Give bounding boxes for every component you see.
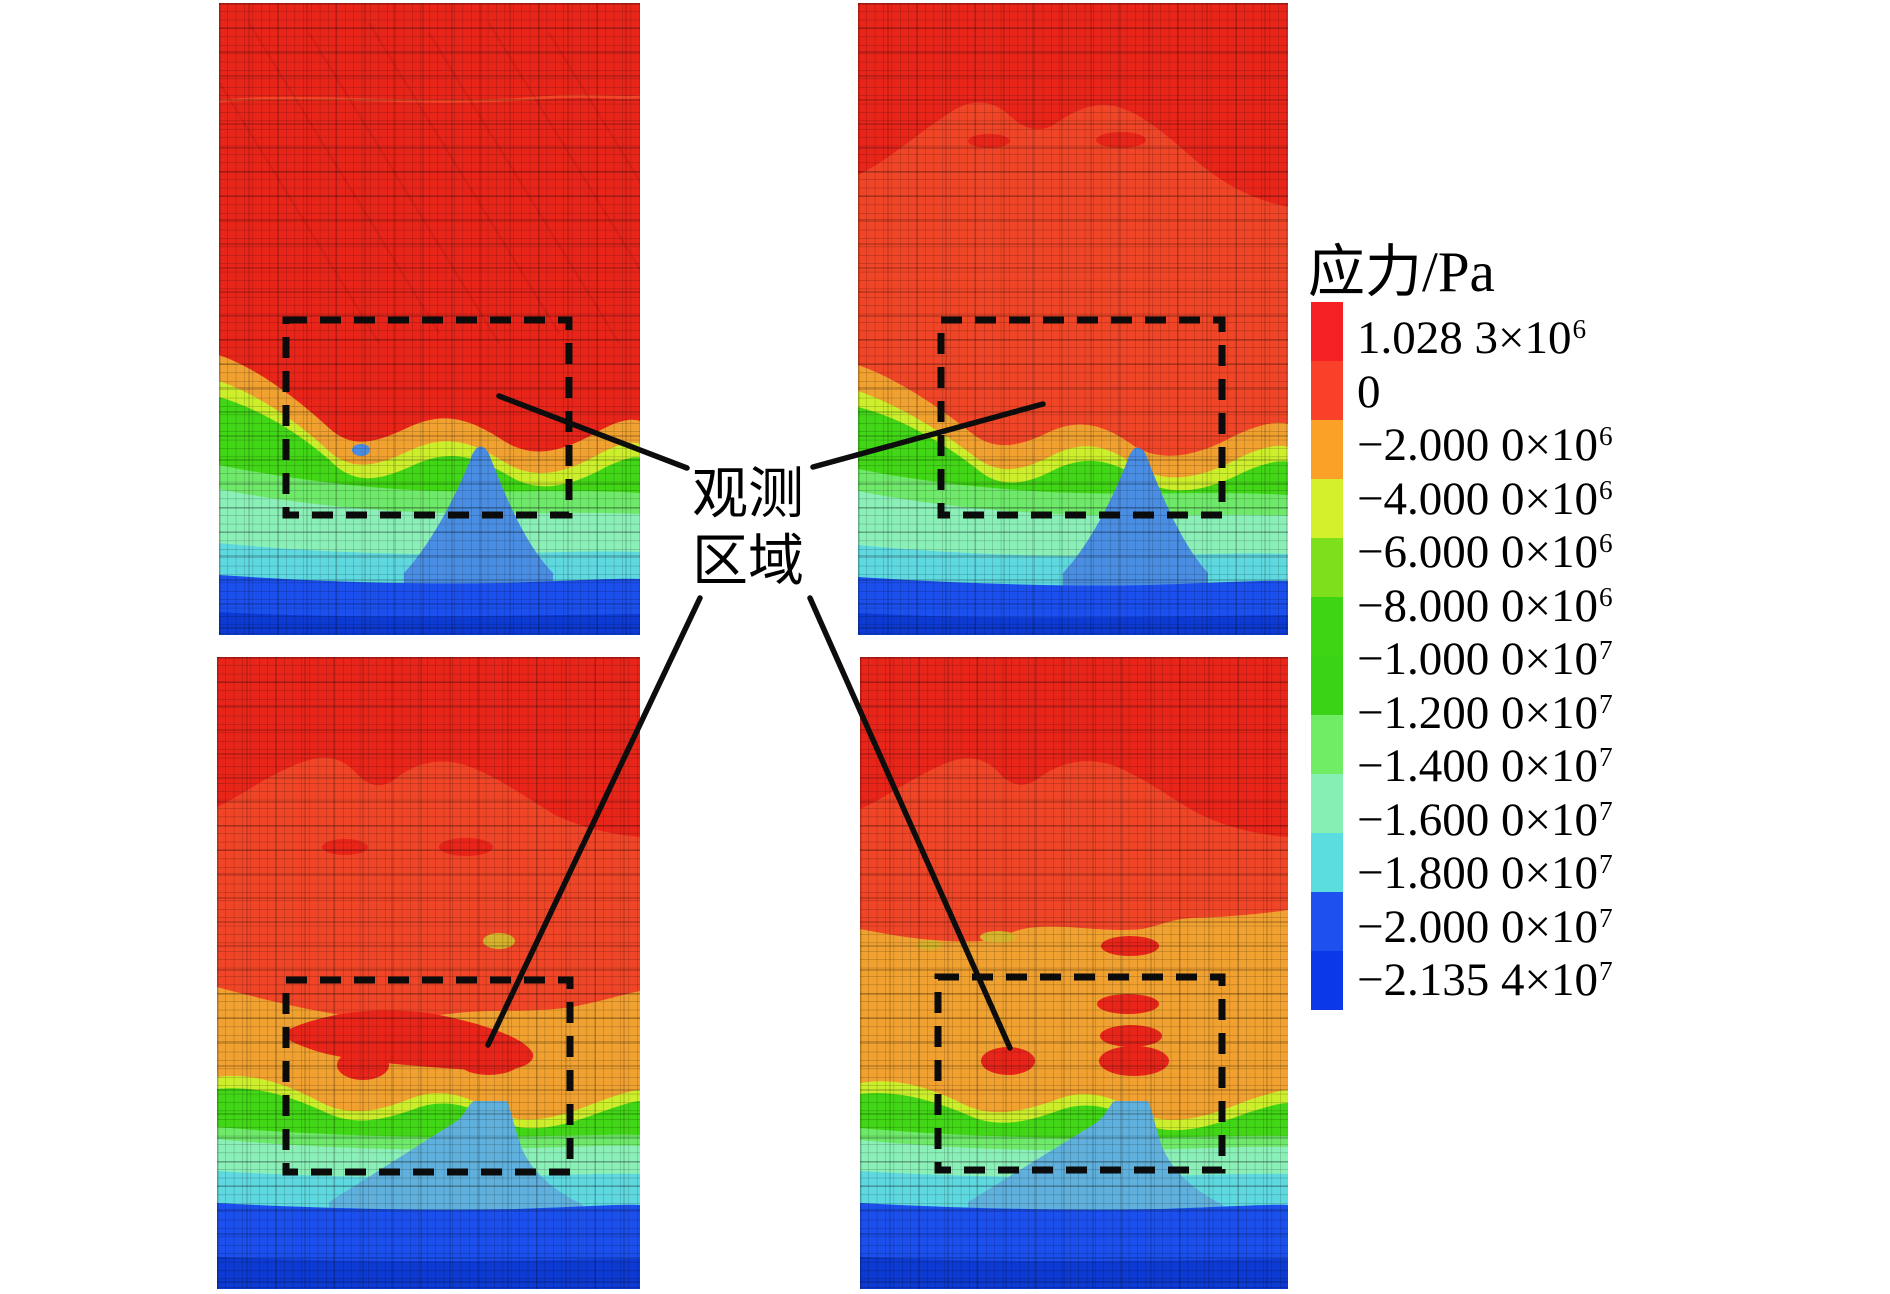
colorbar-segment xyxy=(1311,361,1343,420)
colorbar-segment xyxy=(1311,656,1343,715)
contour-panel-top-right xyxy=(858,3,1288,635)
legend-label: −1.800 0×107 xyxy=(1357,847,1613,899)
mesh-cols xyxy=(217,657,640,1289)
legend-label: 1.028 3×106 xyxy=(1357,312,1587,364)
colorbar-segment xyxy=(1311,302,1343,361)
colorbar-segment xyxy=(1311,833,1343,892)
legend-label: −1.400 0×107 xyxy=(1357,740,1613,792)
legend-colorbar xyxy=(1311,302,1343,1010)
colorbar-segment xyxy=(1311,892,1343,951)
legend-label: 0 xyxy=(1357,365,1381,418)
legend-label: −6.000 0×106 xyxy=(1357,526,1613,578)
observation-area-label-line2: 区域 xyxy=(692,531,804,593)
legend-label: −8.000 0×106 xyxy=(1357,579,1613,632)
colorbar-segment xyxy=(1311,479,1343,538)
observation-box-bottom-right xyxy=(934,973,1226,1174)
legend-title: 应力/Pa xyxy=(1308,241,1495,304)
colorbar-segment xyxy=(1311,597,1343,656)
colorbar-segment xyxy=(1311,774,1343,833)
legend-label: −4.000 0×106 xyxy=(1357,472,1613,525)
contour-panel-top-left xyxy=(219,3,640,635)
observation-area-label: 观测 区域 xyxy=(652,462,844,596)
legend-label: −2.135 4×107 xyxy=(1357,954,1613,1006)
colorbar-segment xyxy=(1311,420,1343,479)
legend-label: −2.000 0×106 xyxy=(1357,419,1613,471)
mesh-cols xyxy=(860,657,1288,1289)
legend-label: −1.000 0×107 xyxy=(1357,633,1613,685)
legend-label: −1.200 0×107 xyxy=(1357,686,1613,739)
colorbar-segment xyxy=(1311,715,1343,774)
contour-panel-bottom-left xyxy=(217,657,640,1289)
colorbar-segment xyxy=(1311,951,1343,1010)
observation-area-label-line1: 观测 xyxy=(692,464,804,526)
observation-box-bottom-left xyxy=(282,976,574,1176)
colorbar-segment xyxy=(1311,538,1343,597)
legend-label: −2.000 0×107 xyxy=(1357,900,1613,953)
legend-label: −1.600 0×107 xyxy=(1357,793,1613,846)
contour-panel-bottom-right xyxy=(860,657,1288,1289)
